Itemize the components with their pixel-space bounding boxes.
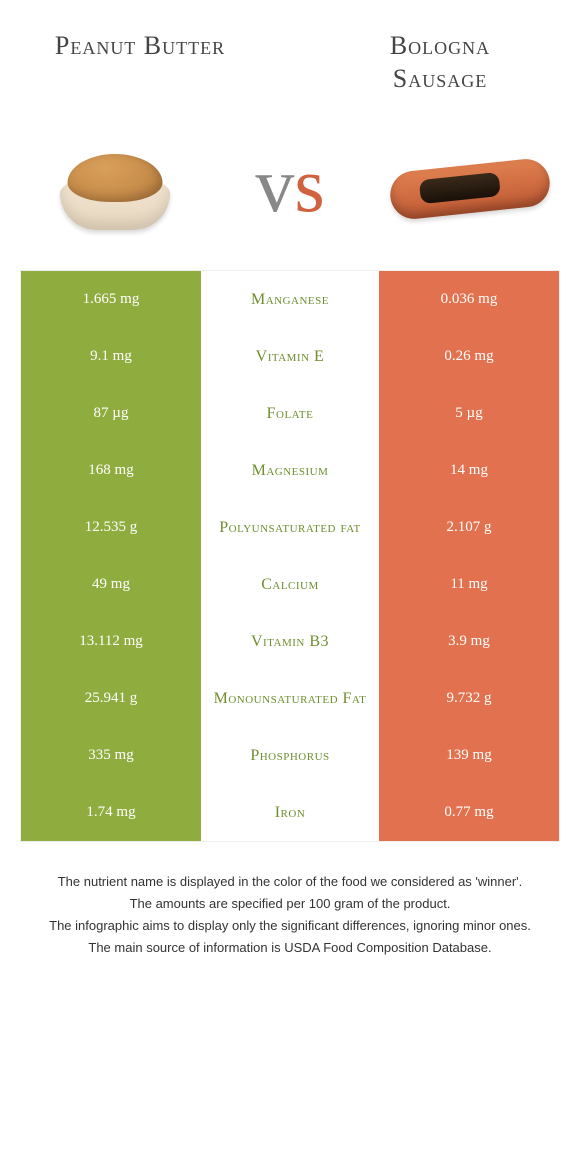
- footnote-line: The nutrient name is displayed in the co…: [30, 872, 550, 892]
- peanut-butter-image: [40, 130, 190, 240]
- table-row: 12.535 gPolyunsaturated fat2.107 g: [21, 499, 559, 556]
- cell-right-value: 0.26 mg: [379, 328, 559, 385]
- images-row: vs: [0, 110, 580, 270]
- cell-right-value: 14 mg: [379, 442, 559, 499]
- table-row: 9.1 mgVitamin E0.26 mg: [21, 328, 559, 385]
- header: Peanut Butter Bologna Sausage: [0, 0, 580, 110]
- cell-nutrient-label: Vitamin E: [201, 328, 379, 385]
- vs-s: s: [294, 146, 324, 224]
- table-row: 25.941 gMonounsaturated Fat9.732 g: [21, 670, 559, 727]
- table-row: 1.665 mgManganese0.036 mg: [21, 271, 559, 328]
- cell-right-value: 11 mg: [379, 556, 559, 613]
- cell-right-value: 0.036 mg: [379, 271, 559, 328]
- cell-left-value: 87 µg: [21, 385, 201, 442]
- footnote-line: The main source of information is USDA F…: [30, 938, 550, 958]
- cell-nutrient-label: Iron: [201, 784, 379, 841]
- vs-v: v: [255, 146, 294, 224]
- cell-nutrient-label: Monounsaturated Fat: [201, 670, 379, 727]
- cell-nutrient-label: Manganese: [201, 271, 379, 328]
- cell-nutrient-label: Vitamin B3: [201, 613, 379, 670]
- footnote-line: The infographic aims to display only the…: [30, 916, 550, 936]
- cell-nutrient-label: Magnesium: [201, 442, 379, 499]
- table-row: 87 µgFolate5 µg: [21, 385, 559, 442]
- cell-left-value: 12.535 g: [21, 499, 201, 556]
- cell-nutrient-label: Phosphorus: [201, 727, 379, 784]
- cell-left-value: 168 mg: [21, 442, 201, 499]
- cell-right-value: 5 µg: [379, 385, 559, 442]
- table-row: 49 mgCalcium11 mg: [21, 556, 559, 613]
- vs-text: vs: [255, 146, 324, 224]
- title-left: Peanut Butter: [40, 30, 240, 95]
- nutrients-table: 1.665 mgManganese0.036 mg9.1 mgVitamin E…: [20, 270, 560, 842]
- cell-left-value: 335 mg: [21, 727, 201, 784]
- cell-left-value: 25.941 g: [21, 670, 201, 727]
- cell-left-value: 1.74 mg: [21, 784, 201, 841]
- cell-nutrient-label: Polyunsaturated fat: [201, 499, 379, 556]
- table-row: 168 mgMagnesium14 mg: [21, 442, 559, 499]
- footnote-line: The amounts are specified per 100 gram o…: [30, 894, 550, 914]
- cell-left-value: 49 mg: [21, 556, 201, 613]
- table-row: 1.74 mgIron0.77 mg: [21, 784, 559, 841]
- sausage-image: [390, 130, 540, 240]
- cell-nutrient-label: Folate: [201, 385, 379, 442]
- cell-right-value: 139 mg: [379, 727, 559, 784]
- cell-right-value: 3.9 mg: [379, 613, 559, 670]
- cell-right-value: 0.77 mg: [379, 784, 559, 841]
- cell-left-value: 13.112 mg: [21, 613, 201, 670]
- table-row: 335 mgPhosphorus139 mg: [21, 727, 559, 784]
- cell-left-value: 1.665 mg: [21, 271, 201, 328]
- cell-left-value: 9.1 mg: [21, 328, 201, 385]
- table-row: 13.112 mgVitamin B33.9 mg: [21, 613, 559, 670]
- cell-right-value: 2.107 g: [379, 499, 559, 556]
- cell-right-value: 9.732 g: [379, 670, 559, 727]
- title-right: Bologna Sausage: [340, 30, 540, 95]
- footnote: The nutrient name is displayed in the co…: [30, 872, 550, 959]
- cell-nutrient-label: Calcium: [201, 556, 379, 613]
